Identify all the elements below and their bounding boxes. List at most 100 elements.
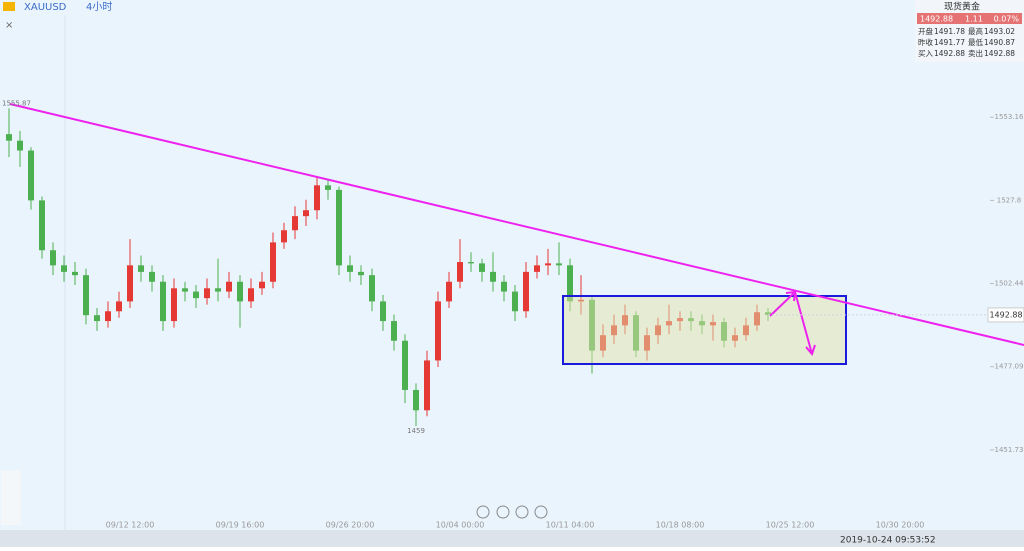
candle-body xyxy=(413,389,419,411)
x-tick-label: 09/19 16:00 xyxy=(216,521,265,530)
candle-body xyxy=(105,311,111,322)
arrow-head xyxy=(785,290,797,302)
candle-body xyxy=(160,281,166,322)
quote-price: 1492.88 xyxy=(920,15,953,24)
quote-cell: 卖出 xyxy=(968,48,983,58)
trend-line xyxy=(9,103,1024,346)
forward[interactable] xyxy=(515,505,529,519)
candle-body xyxy=(424,360,430,411)
close-button[interactable]: × xyxy=(5,20,13,31)
candle-body xyxy=(358,271,364,276)
candle-body xyxy=(402,340,408,390)
candle-body xyxy=(446,281,452,302)
candle-body xyxy=(325,185,331,190)
candle-body xyxy=(248,288,254,302)
status-time: 2019-10-24 09:53:52 xyxy=(840,536,936,546)
x-tick-label: 10/30 20:00 xyxy=(876,521,925,530)
candle-body xyxy=(83,275,89,316)
candle-body xyxy=(127,265,133,302)
y-tick-label: 1451.73 xyxy=(995,446,1024,454)
candle-body xyxy=(380,301,386,322)
high-label: 1555.87 xyxy=(2,99,31,107)
low-label: 1459 xyxy=(407,427,425,435)
candle-body xyxy=(204,288,210,299)
candle-body xyxy=(567,265,573,302)
candle-body xyxy=(545,263,551,266)
candle-body xyxy=(391,321,397,341)
candle-body xyxy=(468,262,474,264)
candle-body xyxy=(534,265,540,272)
quote-cell: 昨收 xyxy=(918,37,933,47)
candle-body xyxy=(347,265,353,272)
candle-body xyxy=(72,271,78,276)
candle-body xyxy=(237,281,243,302)
candle-body xyxy=(50,250,56,266)
quote-title: 现货黄金 xyxy=(944,1,980,13)
x-tick-label: 10/18 08:00 xyxy=(656,521,705,530)
zoom-out[interactable] xyxy=(476,505,490,519)
x-tick-label: 10/04 00:00 xyxy=(436,521,485,530)
candle-body xyxy=(259,281,265,289)
candle-body xyxy=(303,210,309,217)
candle-body xyxy=(215,288,221,292)
candle-body xyxy=(171,288,177,322)
x-tick-label: 09/12 12:00 xyxy=(106,521,155,530)
candle-body xyxy=(281,230,287,243)
x-tick-label: 10/11 04:00 xyxy=(546,521,595,530)
candle-body xyxy=(61,265,67,272)
candle-body xyxy=(28,150,34,201)
symbol-icon xyxy=(3,2,15,11)
candle-body xyxy=(6,134,12,141)
candle-body xyxy=(314,185,320,211)
candle-body xyxy=(490,271,496,282)
last-price-label: 1492.88 xyxy=(989,310,1022,319)
y-tick-label: 1477.09 xyxy=(995,363,1024,371)
candle-body xyxy=(479,263,485,272)
candle-body xyxy=(270,242,276,282)
y-tick-label: 1553.16 xyxy=(995,113,1024,121)
y-tick-label: 1502.44 xyxy=(995,280,1024,288)
candle-body xyxy=(512,291,518,312)
candle-body xyxy=(369,275,375,302)
candle-body xyxy=(193,291,199,299)
quote-cell: 1492.88 xyxy=(984,49,1015,58)
zoom-in[interactable] xyxy=(534,505,548,519)
candle-body xyxy=(182,288,188,292)
candle-body xyxy=(39,200,45,251)
candle-body xyxy=(501,281,507,292)
nav-buttons xyxy=(476,505,548,519)
candle-body xyxy=(138,265,144,272)
candle-body xyxy=(457,262,463,282)
candle-body xyxy=(292,216,298,231)
x-tick-label: 09/26 20:00 xyxy=(326,521,375,530)
candle-body xyxy=(556,263,562,266)
candle-body xyxy=(336,189,342,266)
candle-body xyxy=(116,301,122,312)
candle-body xyxy=(435,301,441,361)
interval[interactable]: 4小时 xyxy=(86,1,112,13)
quote-cell: 1491.78 xyxy=(934,27,965,36)
quote-price-bg xyxy=(917,13,1022,24)
rewind[interactable] xyxy=(496,505,510,519)
quote-cell: 最低 xyxy=(968,37,983,47)
candle-body xyxy=(226,281,232,292)
x-tick-label: 10/25 12:00 xyxy=(766,521,815,530)
candle-body xyxy=(149,271,155,282)
candle-body xyxy=(523,271,529,312)
quote-cell: 1493.02 xyxy=(984,27,1015,36)
quote-change-pct: 0.07% xyxy=(994,15,1020,24)
quote-change: 1.11 xyxy=(965,15,983,24)
tool-panel xyxy=(1,470,21,525)
quote-cell: 1490.87 xyxy=(984,38,1015,47)
quote-cell: 1491.77 xyxy=(934,38,965,47)
candle-body xyxy=(17,140,23,151)
status-bar xyxy=(0,530,1024,547)
arrow-head xyxy=(805,344,816,356)
quote-cell: 最高 xyxy=(968,26,983,36)
quote-panel xyxy=(915,0,1024,62)
symbol[interactable]: XAUUSD xyxy=(24,2,67,13)
quote-cell: 1492.88 xyxy=(934,49,965,58)
